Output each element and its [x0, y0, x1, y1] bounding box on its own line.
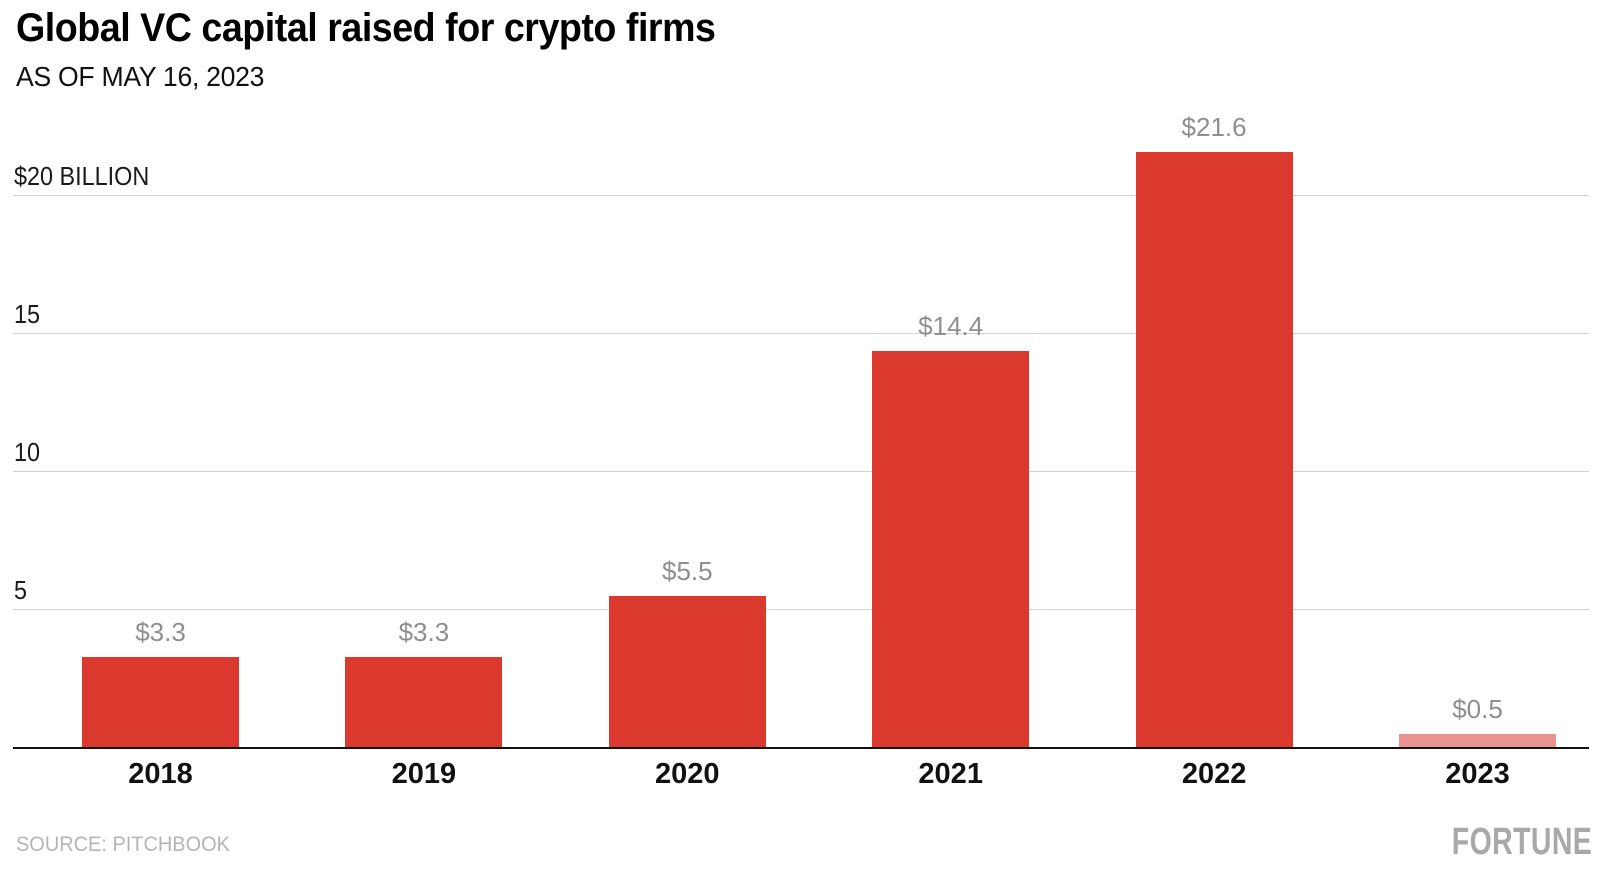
- value-label-2022: $21.6: [1181, 111, 1247, 142]
- x-tick-label-2021: 2021: [918, 758, 983, 790]
- x-axis-line: [13, 747, 1589, 749]
- x-tick-label-2019: 2019: [391, 758, 457, 790]
- bar-2021: [872, 350, 1030, 748]
- gridline-15: [13, 333, 1589, 334]
- gridline-10: [13, 471, 1589, 472]
- y-tick-label-15: 15: [14, 299, 41, 329]
- y-tick-label-10: 10: [14, 437, 41, 467]
- bar-2022: [1135, 151, 1293, 748]
- gridline-20: [13, 195, 1589, 196]
- bar-2019: [345, 656, 503, 748]
- chart-title: Global VC capital raised for crypto firm…: [16, 6, 716, 50]
- bar-chart-plot-area: 5 10 15 $20 BILLION $3.3 $3.3 $5.5 $14.4 $21.6 $0…: [13, 114, 1589, 749]
- value-label-2023: $0.5: [1452, 694, 1503, 725]
- chart-subtitle: AS OF MAY 16, 2023: [16, 61, 265, 92]
- value-label-2020: $5.5: [661, 556, 713, 587]
- x-tick-label-2020: 2020: [655, 758, 720, 790]
- y-tick-label-20: $20 BILLION: [14, 161, 150, 191]
- value-label-2018: $3.3: [135, 616, 186, 647]
- gridline-5: [13, 609, 1589, 610]
- fortune-logo: FORTUNE: [1451, 821, 1592, 863]
- value-label-2021: $14.4: [918, 310, 984, 341]
- x-tick-label-2018: 2018: [128, 758, 193, 790]
- bar-2023: [1399, 734, 1556, 748]
- x-tick-label-2022: 2022: [1181, 758, 1247, 790]
- bar-2020: [608, 596, 766, 748]
- x-axis-labels: 2018 2019 2020 2021 2022 2023: [13, 760, 1589, 796]
- x-tick-label-2023: 2023: [1445, 758, 1510, 790]
- bar-2018: [82, 656, 239, 748]
- y-tick-label-5: 5: [14, 575, 28, 605]
- source-note: SOURCE: PITCHBOOK: [16, 833, 230, 856]
- value-label-2019: $3.3: [398, 616, 450, 647]
